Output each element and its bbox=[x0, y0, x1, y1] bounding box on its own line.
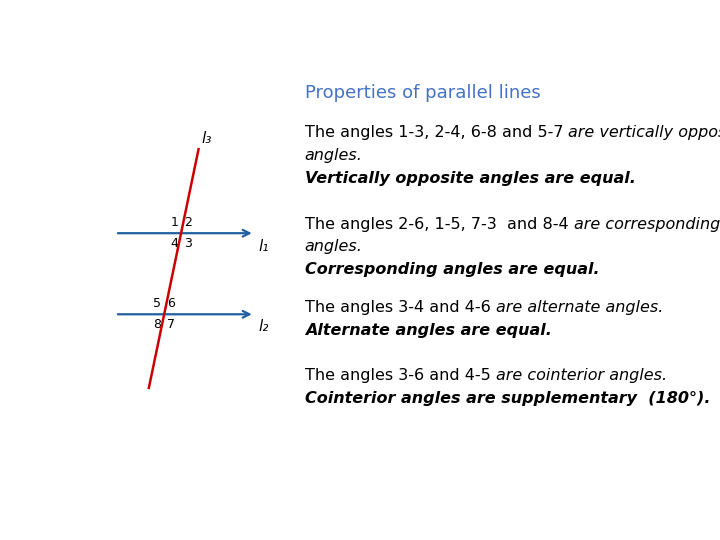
Text: 8: 8 bbox=[153, 318, 161, 330]
Text: are alternate angles.: are alternate angles. bbox=[495, 300, 663, 315]
Text: 6: 6 bbox=[167, 297, 175, 310]
Text: 3: 3 bbox=[184, 237, 192, 249]
Text: l₃: l₃ bbox=[201, 131, 212, 146]
Text: angles.: angles. bbox=[305, 148, 363, 163]
Text: 1: 1 bbox=[171, 216, 179, 229]
Text: Vertically opposite angles are equal.: Vertically opposite angles are equal. bbox=[305, 171, 636, 186]
Text: l₂: l₂ bbox=[258, 319, 269, 334]
Text: l₁: l₁ bbox=[258, 239, 269, 254]
Text: are cointerior angles.: are cointerior angles. bbox=[495, 368, 667, 383]
Text: 2: 2 bbox=[184, 216, 192, 229]
Text: angles.: angles. bbox=[305, 239, 363, 254]
Text: are corresponding: are corresponding bbox=[574, 217, 720, 232]
Text: Properties of parallel lines: Properties of parallel lines bbox=[305, 84, 541, 102]
Text: Alternate angles are equal.: Alternate angles are equal. bbox=[305, 322, 552, 338]
Text: are vertically opposite: are vertically opposite bbox=[569, 125, 720, 140]
Text: The angles 1-3, 2-4, 6-8 and 5-7: The angles 1-3, 2-4, 6-8 and 5-7 bbox=[305, 125, 569, 140]
Text: The angles 3-6 and 4-5: The angles 3-6 and 4-5 bbox=[305, 368, 495, 383]
Text: 5: 5 bbox=[153, 297, 161, 310]
Text: The angles 2-6, 1-5, 7-3  and 8-4: The angles 2-6, 1-5, 7-3 and 8-4 bbox=[305, 217, 574, 232]
Text: 7: 7 bbox=[167, 318, 175, 330]
Text: 4: 4 bbox=[171, 237, 179, 249]
Text: Cointerior angles are supplementary  (180°).: Cointerior angles are supplementary (180… bbox=[305, 391, 711, 406]
Text: The angles 3-4 and 4-6: The angles 3-4 and 4-6 bbox=[305, 300, 495, 315]
Text: Corresponding angles are equal.: Corresponding angles are equal. bbox=[305, 262, 600, 278]
